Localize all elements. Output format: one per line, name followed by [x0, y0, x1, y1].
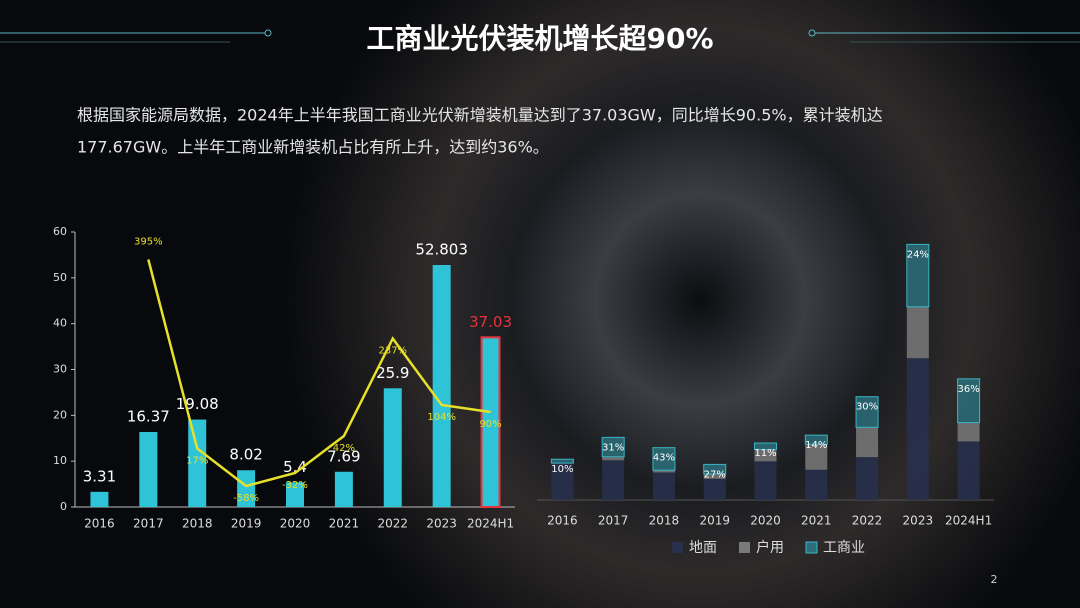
bar	[480, 336, 501, 509]
bar	[139, 431, 158, 507]
share-label: 36%	[957, 384, 979, 395]
line-label: 17%	[186, 456, 208, 467]
stack-segment	[601, 436, 625, 458]
stack-segment	[754, 442, 777, 450]
stack-segment	[906, 358, 929, 500]
legend-label: 地面	[689, 540, 717, 556]
bar-label: 8.02	[229, 446, 262, 464]
share-label: 30%	[856, 402, 878, 413]
x-tick-label: 2020	[280, 517, 311, 531]
stack-segment	[703, 463, 727, 475]
bar	[383, 388, 402, 507]
stack-segment	[855, 396, 879, 428]
bar	[334, 471, 353, 507]
line-label: 42%	[333, 443, 355, 454]
stack-segment	[550, 458, 574, 464]
bar	[237, 470, 256, 507]
stack-segment	[804, 434, 828, 445]
bar-label: 19.08	[176, 395, 219, 413]
title-deco	[0, 29, 1080, 43]
y-tick-label: 10	[53, 454, 67, 467]
legend-swatch	[672, 542, 683, 553]
x-tick-label: 2019	[231, 517, 262, 531]
bar-label: 25.9	[376, 364, 409, 382]
stack-segment	[703, 478, 726, 500]
body-text: 177.67GW。上半年工商业新增装机占比有所上升，达到约36%。	[77, 138, 549, 157]
stack-segment	[957, 378, 981, 424]
share-label: 24%	[907, 249, 929, 260]
x-tick-label: 2020	[750, 514, 781, 528]
x-tick-label: 2024H1	[467, 517, 514, 531]
x-tick-label: 2023	[903, 514, 934, 528]
x-tick-label: 2022	[852, 514, 883, 528]
x-tick-label: 2019	[699, 514, 730, 528]
x-tick-label: 2018	[182, 517, 213, 531]
stack-segment	[703, 473, 726, 479]
x-tick-label: 2021	[801, 514, 832, 528]
stack-segment	[652, 470, 675, 473]
bar-label: 5.4	[283, 458, 307, 476]
bar-label: 37.03	[469, 313, 512, 331]
share-label: 14%	[805, 440, 827, 451]
stack-segment	[602, 460, 625, 500]
x-tick-label: 2018	[649, 514, 680, 528]
body-text: 根据国家能源局数据，2024年上半年我国工商业光伏新增装机量达到了37.03GW…	[77, 106, 883, 125]
stack-segment	[602, 456, 625, 461]
legend-label: 户用	[756, 539, 784, 556]
line-label: -32%	[282, 480, 308, 491]
bar	[432, 264, 451, 507]
y-tick-label: 50	[53, 271, 67, 284]
y-tick-label: 40	[53, 317, 67, 330]
line	[147, 259, 491, 488]
stack-segment	[754, 449, 777, 462]
y-tick-label: 30	[53, 363, 67, 376]
page-number: 2	[991, 573, 998, 586]
x-tick-label: 2024H1	[945, 514, 992, 528]
line-label: 90%	[479, 419, 501, 430]
bar	[90, 491, 109, 507]
stack-segment	[754, 461, 777, 500]
x-tick-label: 2016	[84, 517, 115, 531]
x-tick-label: 2021	[329, 517, 360, 531]
stack-segment	[652, 472, 675, 500]
bar	[188, 419, 207, 507]
stack-segment	[652, 447, 676, 471]
bar-label: 3.31	[83, 467, 116, 485]
share-label: 10%	[551, 464, 573, 475]
line-label: 104%	[427, 412, 456, 423]
x-tick-label: 2023	[426, 517, 457, 531]
x-tick-label: 2017	[598, 514, 629, 528]
stack-segment	[906, 243, 930, 308]
bar-label: 16.37	[127, 407, 170, 425]
stack-segment	[805, 444, 828, 470]
line-label: 395%	[134, 237, 163, 248]
stack-segment	[906, 306, 929, 359]
x-tick-label: 2016	[547, 514, 578, 528]
legend-swatch	[739, 542, 750, 553]
bar-label: 7.69	[327, 447, 360, 465]
legend-swatch	[805, 541, 818, 554]
legend-label: 工商业	[823, 540, 865, 556]
stack-segment	[805, 469, 828, 500]
stack-segment	[551, 463, 574, 500]
x-tick-label: 2017	[133, 517, 164, 531]
title: 工商业光伏装机增长超90%	[366, 22, 713, 55]
bar	[286, 482, 304, 507]
share-label: 27%	[704, 469, 726, 480]
line-label: -58%	[233, 493, 259, 504]
y-tick-label: 0	[60, 500, 67, 513]
share-label: 11%	[754, 448, 776, 459]
y-tick-label: 60	[53, 225, 67, 238]
stack-segment	[856, 457, 879, 500]
stack-segment	[957, 441, 980, 500]
share-label: 43%	[653, 453, 675, 464]
y-tick-label: 20	[53, 408, 67, 421]
bar-label: 52.803	[415, 240, 468, 258]
share-label: 31%	[602, 442, 624, 453]
stack-segment	[856, 427, 879, 458]
x-tick-label: 2022	[378, 517, 409, 531]
line-label: 237%	[378, 346, 407, 357]
stack-segment	[957, 422, 980, 442]
